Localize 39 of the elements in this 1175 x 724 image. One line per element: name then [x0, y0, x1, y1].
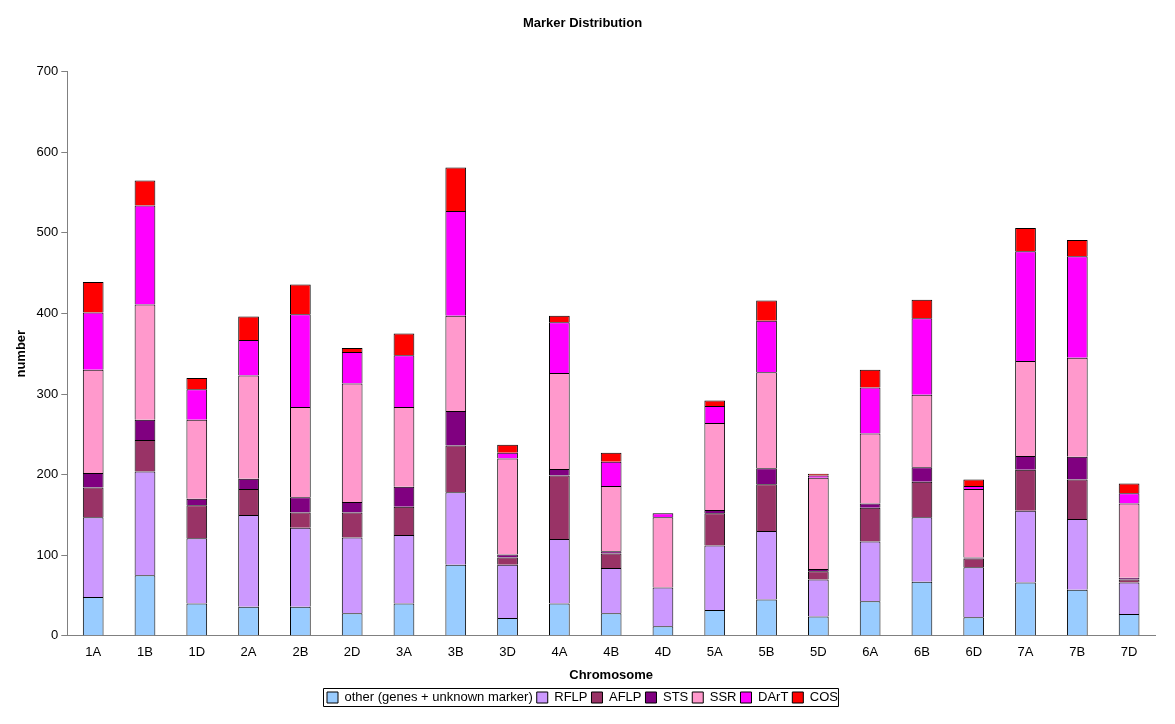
- x-tick-label: 6B: [913, 644, 930, 660]
- x-tick-label: 3B: [447, 644, 464, 660]
- legend-label: AFLP: [608, 689, 642, 705]
- x-tick-label: 6D: [965, 644, 983, 660]
- y-tick-label: 100: [36, 546, 59, 562]
- legend-label: DArT: [757, 689, 789, 705]
- x-tick-label: 3A: [396, 644, 413, 660]
- x-tick-label: 7A: [1017, 644, 1034, 660]
- x-tick-label: 5B: [758, 644, 775, 660]
- y-tick-label: 500: [36, 224, 59, 240]
- x-tick-label: 3D: [499, 644, 516, 660]
- y-tick-label: 600: [36, 143, 59, 159]
- x-tick-label: 4D: [654, 644, 672, 660]
- y-tick-label: 400: [36, 304, 59, 320]
- x-tick-label: 2D: [343, 644, 361, 660]
- y-tick-label: 700: [36, 63, 59, 79]
- x-axis-title: Chromosome: [569, 666, 654, 682]
- x-tick-label: 5D: [810, 644, 827, 660]
- y-tick-label: 200: [36, 466, 59, 482]
- x-tick-label: 7B: [1069, 644, 1086, 660]
- legend-label: RFLP: [554, 689, 588, 705]
- x-tick-label: 2B: [292, 644, 309, 660]
- y-tick-label: 300: [36, 385, 59, 401]
- x-tick-label: 6A: [862, 644, 879, 660]
- legend-label: COS: [809, 689, 839, 705]
- x-tick-label: 1B: [137, 644, 153, 660]
- x-tick-label: 1D: [188, 644, 206, 660]
- x-tick-label: 1A: [85, 644, 102, 660]
- y-axis-title: number: [13, 329, 29, 378]
- x-tick-label: 5A: [706, 644, 724, 660]
- legend-label: STS: [662, 689, 689, 705]
- chart-title: Marker Distribution: [522, 15, 643, 31]
- legend-label: SSR: [709, 689, 737, 705]
- x-tick-label: 4A: [551, 644, 568, 660]
- x-tick-label: 7D: [1120, 644, 1138, 660]
- x-tick-label: 4B: [603, 644, 620, 660]
- x-tick-label: 2A: [240, 644, 257, 660]
- y-tick-label: 0: [51, 627, 59, 643]
- legend-label: other (genes + unknown marker): [344, 689, 533, 705]
